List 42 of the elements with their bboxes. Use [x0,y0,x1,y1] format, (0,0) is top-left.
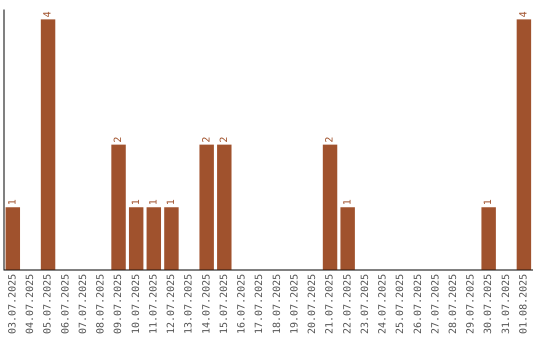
x-tick-label: 19.07.2025 [289,274,300,334]
data-label: 1 [7,199,18,206]
x-tick-label: 10.07.2025 [130,274,142,334]
x-tick-label: 11.07.2025 [148,274,160,334]
data-label: 1 [483,199,494,206]
x-tick-label: 30.07.2025 [483,274,494,334]
x-tick-label: 31.07.2025 [500,274,512,334]
data-label: 1 [342,199,354,206]
data-label: 4 [518,11,530,18]
data-label: 4 [42,11,54,18]
x-tick-label: 21.07.2025 [324,274,336,334]
data-label: 1 [166,199,178,206]
data-label: 2 [324,136,336,143]
x-tick-label: 04.07.2025 [25,274,36,334]
x-tick-label: 15.07.2025 [218,274,230,334]
x-tick-label: 12.07.2025 [166,274,178,334]
data-label: 2 [201,136,212,143]
x-tick-label: 26.07.2025 [412,274,424,334]
x-tick-label: 07.07.2025 [78,274,89,334]
data-label: 2 [113,136,124,143]
x-tick-label: 17.07.2025 [254,274,266,334]
x-tick-label: 18.07.2025 [272,274,283,334]
x-tick-label: 22.07.2025 [342,274,354,334]
x-tick-label: 27.07.2025 [430,274,442,334]
x-tick-label: 08.07.2025 [96,274,107,334]
x-tick-label: 06.07.2025 [60,274,72,334]
data-label: 1 [130,199,142,206]
x-tick-label: 13.07.2025 [184,274,195,334]
x-tick-label: 16.07.2025 [236,274,248,334]
data-label: 2 [218,136,230,143]
data-label: 1 [148,199,160,206]
x-tick-label: 01.08.2025 [518,274,530,334]
x-tick-label: 20.07.2025 [307,274,318,334]
x-tick-label: 09.07.2025 [113,274,124,334]
x-tick-label: 23.07.2025 [360,274,371,334]
x-tick-label: 03.07.2025 [7,274,18,334]
x-tick-label: 14.07.2025 [201,274,212,334]
x-tick-label: 29.07.2025 [466,274,477,334]
x-tick-label: 28.07.2025 [448,274,459,334]
x-tick-label: 25.07.2025 [395,274,406,334]
x-tick-label: 05.07.2025 [42,274,54,334]
x-tick-label: 24.07.2025 [378,274,389,334]
